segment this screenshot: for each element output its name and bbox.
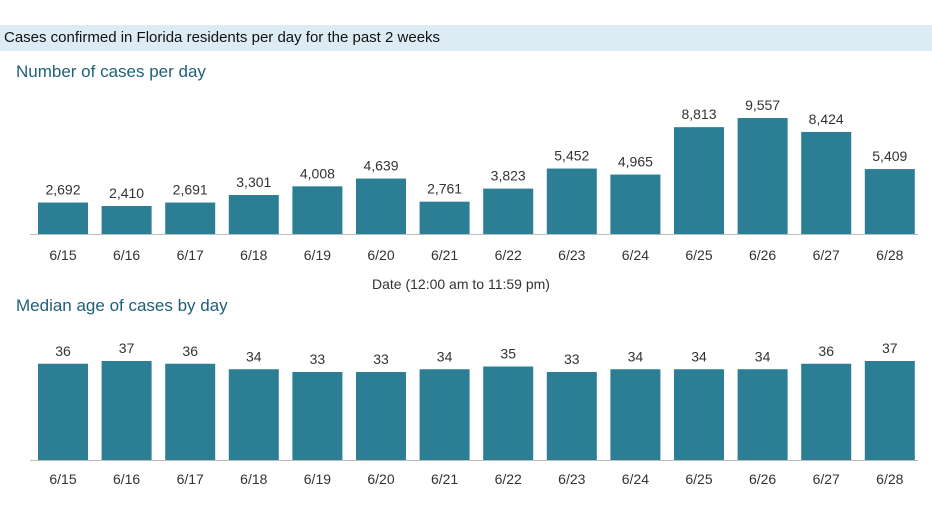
median-age-value-label: 34 xyxy=(755,348,771,364)
cases-bar-6-15 xyxy=(38,202,88,234)
median-age-bar-6-23 xyxy=(546,372,597,460)
cases-bar-6-26 xyxy=(737,118,788,234)
cases-value-label: 8,424 xyxy=(809,111,844,127)
cases-tick-label: 6/16 xyxy=(113,247,140,263)
median-age-bar-6-25 xyxy=(674,369,724,460)
median-age-tick-label: 6/21 xyxy=(431,471,458,487)
median-age-tick-label: 6/27 xyxy=(813,471,840,487)
cases-value-label: 2,410 xyxy=(109,185,144,201)
median-age-value-label: 34 xyxy=(691,348,707,364)
median-age-bar-6-15 xyxy=(38,363,88,460)
cases-bar-6-25 xyxy=(674,127,724,234)
median-age-value-label: 33 xyxy=(564,351,580,367)
median-age-bar-6-27 xyxy=(801,363,852,460)
median-age-tick-label: 6/22 xyxy=(495,471,522,487)
median-age-bar-6-28 xyxy=(864,361,915,460)
median-age-bar-6-24 xyxy=(610,369,661,460)
cases-bar-6-22 xyxy=(483,188,534,234)
median-age-value-label: 33 xyxy=(373,351,389,367)
median-age-bar-6-17 xyxy=(165,363,216,460)
cases-value-label: 2,761 xyxy=(427,181,462,197)
median-age-value-label: 35 xyxy=(500,346,516,362)
median-age-tick-label: 6/23 xyxy=(558,471,585,487)
page-title: Cases confirmed in Florida residents per… xyxy=(4,29,441,46)
cases-value-label: 2,691 xyxy=(173,182,208,198)
cases-value-label: 5,409 xyxy=(872,148,907,164)
median-age-bar-6-16 xyxy=(101,361,152,460)
median-age-value-label: 37 xyxy=(119,340,135,356)
median-age-bar-6-21 xyxy=(419,369,470,460)
cases-value-label: 4,008 xyxy=(300,165,335,181)
cases-tick-label: 6/18 xyxy=(240,247,267,263)
median-age-value-label: 33 xyxy=(310,351,326,367)
cases-tick-label: 6/22 xyxy=(495,247,522,263)
median-age-tick-label: 6/15 xyxy=(49,471,76,487)
cases-tick-label: 6/23 xyxy=(558,247,585,263)
median-age-bar-6-26 xyxy=(737,369,788,460)
cases-bar-6-17 xyxy=(165,202,216,234)
cases-value-label: 3,301 xyxy=(236,174,271,190)
cases-tick-label: 6/17 xyxy=(177,247,204,263)
cases-value-label: 3,823 xyxy=(491,168,526,184)
median-age-tick-label: 6/25 xyxy=(685,471,712,487)
cases-bar-6-21 xyxy=(419,201,470,234)
median-age-value-label: 34 xyxy=(628,348,644,364)
median-age-value-label: 34 xyxy=(246,348,262,364)
cases-tick-label: 6/25 xyxy=(685,247,712,263)
cases-chart-title: Number of cases per day xyxy=(16,62,206,81)
cases-bar-6-28 xyxy=(864,169,915,234)
cases-tick-label: 6/24 xyxy=(622,247,649,263)
median-age-bar-6-22 xyxy=(483,366,534,460)
median-age-tick-label: 6/26 xyxy=(749,471,776,487)
median-age-tick-label: 6/16 xyxy=(113,471,140,487)
median-age-tick-label: 6/28 xyxy=(876,471,903,487)
cases-bar-6-19 xyxy=(292,186,343,234)
cases-bar-6-16 xyxy=(101,206,152,234)
median-age-value-label: 37 xyxy=(882,340,898,356)
cases-tick-label: 6/27 xyxy=(813,247,840,263)
cases-chart-xlabel: Date (12:00 am to 11:59 pm) xyxy=(372,276,550,292)
cases-value-label: 8,813 xyxy=(681,106,716,122)
median-age-value-label: 36 xyxy=(182,343,198,359)
cases-tick-label: 6/28 xyxy=(876,247,903,263)
median-age-value-label: 36 xyxy=(55,343,71,359)
cases-per-day-chart: 2,692 6/15 2,410 6/16 2,691 6/17 3,301 6/18 4,00… xyxy=(30,97,918,263)
median-age-tick-label: 6/24 xyxy=(622,471,649,487)
cases-value-label: 2,692 xyxy=(45,182,80,198)
median-age-bar-6-20 xyxy=(356,372,406,460)
cases-bar-6-18 xyxy=(228,195,279,234)
cases-tick-label: 6/19 xyxy=(304,247,331,263)
median-age-tick-label: 6/19 xyxy=(304,471,331,487)
cases-tick-label: 6/26 xyxy=(749,247,776,263)
median-age-chart-title: Median age of cases by day xyxy=(16,296,228,315)
cases-value-label: 5,452 xyxy=(554,148,589,164)
median-age-tick-label: 6/17 xyxy=(177,471,204,487)
header-band xyxy=(0,25,932,51)
median-age-bar-6-19 xyxy=(292,372,343,460)
median-age-tick-label: 6/20 xyxy=(367,471,394,487)
cases-value-label: 4,639 xyxy=(363,158,398,174)
cases-value-label: 9,557 xyxy=(745,97,780,113)
cases-bar-6-23 xyxy=(546,168,597,234)
median-age-value-label: 36 xyxy=(818,343,834,359)
cases-bar-6-20 xyxy=(356,178,406,234)
cases-tick-label: 6/20 xyxy=(367,247,394,263)
cases-tick-label: 6/21 xyxy=(431,247,458,263)
cases-tick-label: 6/15 xyxy=(49,247,76,263)
median-age-bar-6-18 xyxy=(228,369,279,460)
cases-bar-6-27 xyxy=(801,131,852,234)
cases-bar-6-24 xyxy=(610,174,661,234)
median-age-tick-label: 6/18 xyxy=(240,471,267,487)
median-age-value-label: 34 xyxy=(437,348,453,364)
cases-value-label: 4,965 xyxy=(618,154,653,170)
